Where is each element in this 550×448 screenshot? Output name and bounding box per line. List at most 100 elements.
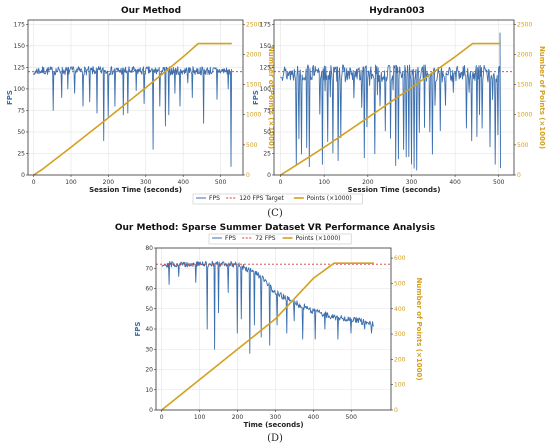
y2-tick-label: 400 [394,306,406,313]
y2-tick-label: 0 [394,407,398,414]
y2-tick-label: 1000 [246,112,261,119]
y-tick-label: 25 [17,150,25,157]
x-tick-label: 100 [65,179,77,186]
y2-tick-label: 100 [394,382,406,389]
y2-tick-label: 0 [517,172,521,179]
y2-tick-label: 1500 [517,82,532,89]
legend-label-points: Points (×1000) [296,235,341,242]
y2-tick-label: 500 [517,142,529,149]
y-axis-label: FPS [134,322,142,337]
plot-frame [27,19,244,176]
x-tick-label: 100 [318,179,330,186]
y-tick-label: 30 [145,346,153,353]
series-points-line [161,262,374,411]
x-tick-label: 400 [308,414,320,421]
chart-title: Our Method [121,6,181,16]
legend-panel-c: FPS 120 FPS Target Points (×1000) [192,193,363,205]
y2-tick-label: 1500 [246,82,261,89]
y2-tick-label: 2000 [517,51,532,58]
y-tick-label: 150 [14,43,26,50]
legend-label-target: 120 FPS Target [239,195,284,202]
y2-axis-ticks: 0 100 200 300 400 500 600 [391,255,406,414]
x-tick-label: 500 [215,179,227,186]
chart-our-method: Our Method 0 100 200 300 400 500 025507510012… [6,6,275,194]
legend-panel-d: FPS 72 FPS Points (×1000) [208,233,352,245]
y2-axis-label: Number of Points (×1000) [415,277,423,380]
x-tick-label: 500 [345,414,357,421]
y-tick-label: 0 [149,407,153,414]
y2-tick-label: 600 [394,255,406,262]
series-points-line [33,42,232,176]
y2-axis-ticks: 0 500 1000 1500 2000 2500 [243,21,261,179]
marks [274,32,514,176]
x-tick-label: 300 [140,179,152,186]
y-tick-label: 75 [263,107,271,114]
marks [156,260,391,411]
y-tick-label: 60 [145,286,153,293]
panel-label-d: (D) [267,433,283,444]
y-axis-label: FPS [252,90,260,105]
x-tick-label: 400 [177,179,189,186]
y2-tick-label: 0 [246,172,250,179]
chart-sparse-summer: Our Method: Sparse Summer Dataset VR Per… [115,223,435,429]
y2-tick-label: 300 [394,331,406,338]
series-fps-line [33,66,233,167]
x-tick-label: 0 [279,179,283,186]
y-tick-label: 100 [260,86,272,93]
x-tick-label: 200 [362,179,374,186]
x-tick-label: 100 [194,414,206,421]
y2-tick-label: 500 [394,280,406,287]
y-tick-label: 125 [260,64,272,71]
y-tick-label: 50 [17,129,25,136]
y2-tick-label: 2000 [246,51,261,58]
x-tick-label: 300 [270,414,282,421]
marks [28,42,243,176]
y-tick-label: 175 [14,21,26,28]
x-tick-label: 500 [493,179,505,186]
y-tick-label: 125 [14,64,26,71]
panel-label-c: (C) [267,208,283,219]
x-axis-ticks: 0 100 200 300 400 500 [32,175,227,186]
y2-tick-label: 500 [246,142,258,149]
x-tick-label: 200 [232,414,244,421]
y-tick-label: 50 [263,129,271,136]
x-axis-ticks: 0 100 200 300 400 500 [279,175,505,186]
series-fps-line [280,32,501,171]
y-tick-label: 0 [21,172,25,179]
legend-box [192,193,363,205]
y2-axis-label: Number of Points (×1000) [267,46,275,149]
y-tick-label: 100 [14,86,26,93]
series-fps-line [161,260,375,354]
y-axis-label: FPS [6,90,14,105]
y2-tick-label: 2500 [246,21,261,28]
x-tick-label: 300 [406,179,418,186]
y-tick-label: 10 [145,387,153,394]
y2-tick-label: 2500 [517,21,532,28]
legend-label-target: 72 FPS [255,235,276,242]
x-axis-ticks: 0 100 200 300 400 500 [160,410,357,421]
y2-tick-label: 1000 [517,112,532,119]
y2-axis-label: Number of Points (×1000) [538,46,546,149]
y2-axis-ticks: 0 500 1000 1500 2000 2500 [514,21,532,179]
x-tick-label: 0 [32,179,36,186]
y-tick-label: 25 [263,150,271,157]
y-tick-label: 20 [145,367,153,374]
y-axis-ticks: 0 25 50 75 100 125 150 175 [14,21,28,179]
x-tick-label: 200 [103,179,115,186]
legend-label-fps: FPS [225,235,236,242]
chart-hydran003: Hydran003 0 100 200 300 400 500 0 25 50 75 100 125… [252,6,546,194]
x-tick-label: 0 [160,414,164,421]
y-axis-ticks: 0 10 20 30 40 50 60 70 80 [145,245,156,414]
y-tick-label: 150 [260,43,272,50]
x-tick-label: 400 [449,179,461,186]
grid [28,20,243,176]
y-tick-label: 75 [17,107,25,114]
x-axis-label: Time (seconds) [243,421,303,429]
series-points-line [280,42,501,176]
legend-label-points: Points (×1000) [307,195,352,202]
y-tick-label: 0 [267,172,271,179]
chart-title: Our Method: Sparse Summer Dataset VR Per… [115,223,435,233]
x-axis-label: Session Time (seconds) [89,186,182,194]
chart-title: Hydran003 [369,6,425,16]
